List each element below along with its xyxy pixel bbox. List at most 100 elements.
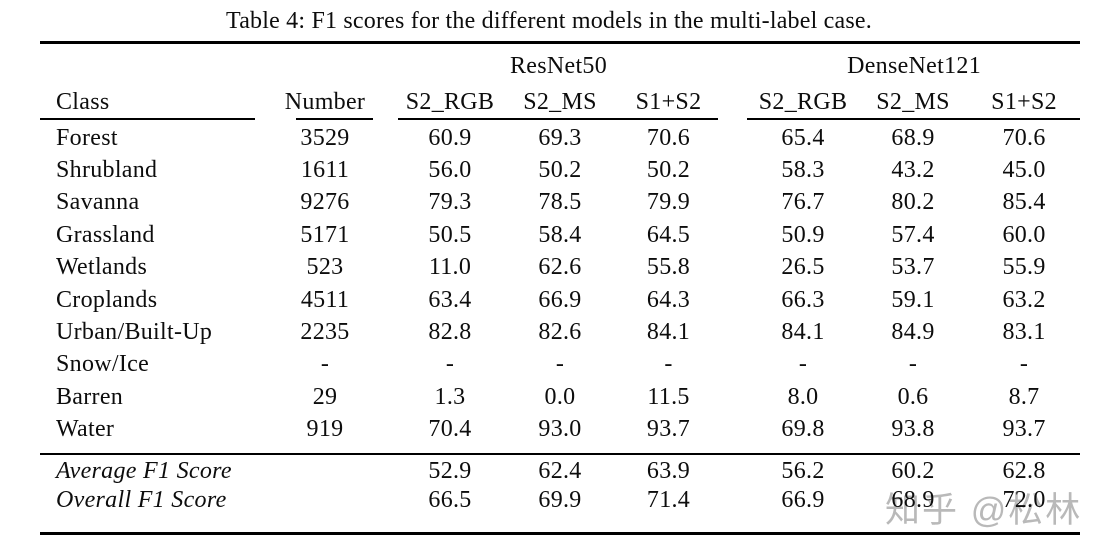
value-cell: 11.0	[428, 254, 472, 281]
table-row: Shrubland 1611 56.0 50.2 50.2 58.3 43.2 45.0	[40, 154, 1080, 186]
value-cell: 60.2	[891, 457, 935, 484]
value-cell: 26.5	[781, 254, 825, 281]
column-gap	[722, 154, 748, 186]
value-cell: 83.1	[1002, 319, 1046, 346]
column-gap	[722, 252, 748, 284]
column-header-row: Class Number S2_RGB S2_MS S1+S2 S2_RGB S…	[40, 82, 1080, 122]
value-cell: 29	[312, 383, 338, 410]
value-cell: 8.0	[787, 383, 819, 410]
value-cell	[255, 446, 395, 485]
column-gap	[722, 381, 748, 413]
value-cell: -	[664, 351, 673, 378]
column-gap	[722, 446, 748, 485]
value-cell: 62.6	[538, 254, 582, 281]
value-cell: 0.6	[897, 383, 929, 410]
value-cell: 57.4	[891, 221, 935, 248]
value-cell: 58.3	[781, 157, 825, 184]
value-cell: 523	[306, 254, 344, 281]
col-header-number: Number	[284, 88, 366, 115]
value-cell: -	[1019, 351, 1029, 378]
value-cell: 8.7	[1008, 383, 1040, 410]
value-cell: 69.8	[781, 416, 825, 443]
value-cell: 50.9	[781, 221, 825, 248]
table-row: Water 919 70.4 93.0 93.7 69.8 93.8 93.7	[40, 414, 1080, 446]
value-cell: 58.4	[538, 221, 582, 248]
column-gap	[722, 349, 748, 381]
value-cell: -	[320, 351, 330, 378]
value-cell: 64.5	[646, 221, 691, 248]
value-cell: 919	[306, 416, 344, 443]
value-cell: -	[908, 351, 918, 378]
value-cell: 55.8	[646, 254, 691, 281]
value-cell: 79.9	[646, 189, 691, 216]
value-cell: 93.8	[891, 416, 935, 443]
value-cell: 72.0	[1002, 486, 1046, 513]
value-cell: 60.0	[1002, 221, 1046, 248]
table-caption: Table 4: F1 scores for the different mod…	[226, 8, 872, 34]
group-header-row: ResNet50 DenseNet121	[40, 50, 1080, 82]
col-header-resnet-s1s2: S1+S2	[635, 88, 702, 115]
cmidrule-resnet50	[398, 118, 718, 120]
value-cell: 68.9	[891, 124, 935, 151]
value-cell: 50.5	[428, 221, 472, 248]
value-cell: 53.7	[891, 254, 935, 281]
class-cell: Wetlands	[56, 254, 148, 281]
class-cell: Urban/Built-Up	[56, 319, 213, 346]
col-header-densenet-s2ms: S2_MS	[876, 88, 950, 115]
summary-row: Overall F1 Score 66.5 69.9 71.4 66.9 68.9 72.0	[40, 485, 1080, 516]
column-gap	[722, 414, 748, 446]
group-header-resnet50: ResNet50	[509, 52, 608, 79]
value-cell: 70.6	[1002, 124, 1046, 151]
column-gap	[722, 82, 748, 122]
cmidrule-densenet121	[747, 118, 1080, 120]
value-cell: 56.2	[781, 457, 825, 484]
value-cell: 66.9	[538, 286, 582, 313]
value-cell: 9276	[300, 189, 350, 216]
value-cell: 76.7	[781, 189, 825, 216]
value-cell: 60.9	[428, 124, 472, 151]
class-cell: Snow/Ice	[56, 351, 150, 378]
value-cell: 80.2	[891, 189, 935, 216]
value-cell: -	[445, 351, 455, 378]
table-row: Croplands 4511 63.4 66.9 64.3 66.3 59.1 63.2	[40, 284, 1080, 316]
column-gap	[722, 219, 748, 251]
value-cell: 85.4	[1002, 189, 1046, 216]
group-header-empty	[40, 50, 395, 82]
column-gap	[722, 187, 748, 219]
class-cell: Shrubland	[56, 157, 158, 184]
value-cell: 50.2	[538, 157, 582, 184]
value-cell: 11.5	[647, 383, 690, 410]
value-cell: 64.3	[646, 286, 691, 313]
mid-rule	[40, 453, 1080, 455]
value-cell: 50.2	[646, 157, 691, 184]
value-cell: 70.4	[428, 416, 472, 443]
table-row: Forest 3529 60.9 69.3 70.6 65.4 68.9 70.6	[40, 122, 1080, 154]
value-cell: 45.0	[1002, 157, 1046, 184]
value-cell: 43.2	[891, 157, 935, 184]
f1-scores-table: ResNet50 DenseNet121 Class Number S2_RGB…	[40, 50, 1080, 516]
value-cell: 69.3	[538, 124, 582, 151]
value-cell: 0.0	[544, 383, 576, 410]
value-cell: 70.6	[646, 124, 691, 151]
value-cell: 84.9	[891, 319, 935, 346]
value-cell: 3529	[300, 124, 350, 151]
value-cell: 59.1	[891, 286, 935, 313]
class-cell: Water	[56, 416, 115, 443]
col-header-resnet-s2ms: S2_MS	[523, 88, 597, 115]
value-cell	[255, 485, 395, 516]
value-cell: 55.9	[1002, 254, 1046, 281]
value-cell: 93.7	[646, 416, 691, 443]
summary-body: Average F1 Score 52.9 62.4 63.9 56.2 60.2 62.8…	[40, 446, 1080, 516]
table-row: Grassland 5171 50.5 58.4 64.5 50.9 57.4 60.0	[40, 219, 1080, 251]
value-cell: 66.9	[781, 486, 825, 513]
value-cell: 63.4	[428, 286, 472, 313]
value-cell: 68.9	[891, 486, 935, 513]
value-cell: 62.8	[1002, 457, 1046, 484]
value-cell: 1.3	[434, 383, 466, 410]
value-cell: 63.2	[1002, 286, 1046, 313]
value-cell: 56.0	[428, 157, 472, 184]
value-cell: 62.4	[538, 457, 582, 484]
value-cell: 78.5	[538, 189, 582, 216]
value-cell: 63.9	[646, 457, 691, 484]
